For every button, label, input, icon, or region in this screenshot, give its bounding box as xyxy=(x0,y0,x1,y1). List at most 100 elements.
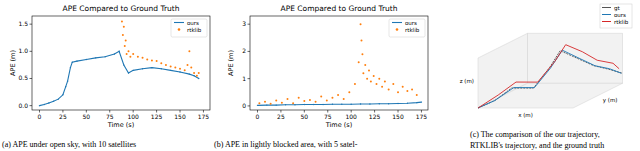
point xyxy=(294,104,295,105)
point xyxy=(142,57,144,59)
y-tick xyxy=(248,78,251,79)
point xyxy=(286,98,288,100)
point xyxy=(198,78,199,79)
legend: oursrtklib xyxy=(171,19,207,37)
y-axis-label: APE (m) xyxy=(9,50,17,76)
legend-key xyxy=(602,7,611,8)
series-line xyxy=(39,51,198,105)
chart-title: APE Compared to Ground Truth xyxy=(63,4,180,13)
legend-key xyxy=(178,28,181,31)
point xyxy=(266,104,267,105)
pane xyxy=(528,33,623,83)
z-axis-label: z (m) xyxy=(460,78,474,84)
point xyxy=(298,97,300,99)
legend: gtoursrtklib xyxy=(600,4,632,28)
point xyxy=(179,68,181,70)
x-tick-label: 50 xyxy=(83,113,91,120)
chart-title: APE Compared to Ground Truth xyxy=(281,4,398,13)
point xyxy=(388,103,389,104)
point xyxy=(360,23,362,25)
point xyxy=(198,72,200,74)
point xyxy=(58,98,59,99)
point xyxy=(48,102,49,103)
point xyxy=(397,103,398,104)
point xyxy=(362,72,364,74)
point xyxy=(416,94,418,96)
point xyxy=(72,61,73,62)
x-tick-label: 125 xyxy=(369,113,381,120)
legend-key xyxy=(174,22,184,23)
figure: 02550751001251501750.00.51.01.5APE Compa… xyxy=(0,0,640,151)
point xyxy=(337,94,339,96)
point xyxy=(151,60,153,62)
point xyxy=(104,56,105,57)
legend-label: rtklib xyxy=(614,19,629,25)
point xyxy=(350,104,351,105)
point xyxy=(392,83,394,85)
legend-key xyxy=(602,21,611,22)
plot-frame xyxy=(32,16,210,110)
x-tick-label: 25 xyxy=(277,113,285,120)
trajectory xyxy=(478,50,621,108)
point xyxy=(369,103,370,104)
point xyxy=(421,101,422,102)
point xyxy=(129,56,131,58)
point xyxy=(341,104,342,105)
point xyxy=(132,53,134,55)
legend-label: rtklib xyxy=(187,27,202,33)
point xyxy=(257,105,258,106)
y-axis-label: APE (m) xyxy=(227,50,235,76)
point xyxy=(360,40,362,42)
point xyxy=(187,64,189,66)
point xyxy=(127,50,129,52)
x-tick-label: 75 xyxy=(106,113,114,120)
point xyxy=(124,45,126,47)
legend: oursrtklib xyxy=(389,19,425,37)
legend-key xyxy=(392,22,402,23)
y-tick xyxy=(30,78,33,79)
point xyxy=(160,62,162,64)
point xyxy=(264,101,266,103)
y-tick-label: 1 xyxy=(242,75,246,82)
point xyxy=(322,104,323,105)
legend-box xyxy=(600,4,632,28)
point xyxy=(39,105,40,106)
point xyxy=(370,80,372,82)
caption: (b) APE in lightly blocked area, with 5 … xyxy=(214,140,358,149)
legend-label: rtklib xyxy=(405,27,420,33)
x-tick-label: 125 xyxy=(151,113,163,120)
x-tick-label: 150 xyxy=(174,113,186,120)
point xyxy=(123,26,125,28)
point xyxy=(156,60,158,62)
point xyxy=(331,97,333,99)
legend-label: ours xyxy=(614,12,626,18)
legend-box xyxy=(171,19,207,37)
point xyxy=(275,99,277,101)
point xyxy=(70,67,71,68)
x-axis-label: x (m) xyxy=(518,112,533,118)
x-tick-label: 50 xyxy=(301,113,309,120)
point xyxy=(67,81,68,82)
point xyxy=(292,102,294,104)
point xyxy=(270,103,272,105)
point xyxy=(315,101,317,103)
point xyxy=(381,86,383,88)
point xyxy=(128,72,129,73)
trajectory xyxy=(478,45,619,108)
y-tick xyxy=(30,105,33,106)
point xyxy=(388,89,390,91)
point xyxy=(76,60,77,61)
point xyxy=(189,73,190,74)
y-tick-label: 0.5 xyxy=(18,74,28,81)
point xyxy=(402,86,404,88)
point xyxy=(196,75,198,77)
point xyxy=(281,102,283,104)
y-tick xyxy=(30,51,33,52)
legend-box xyxy=(389,19,425,37)
point xyxy=(170,70,171,71)
point xyxy=(384,80,386,82)
x-tick-label: 0 xyxy=(256,113,260,120)
legend-key xyxy=(602,14,611,15)
point xyxy=(137,56,139,58)
y-tick-label: 0.0 xyxy=(18,102,28,109)
